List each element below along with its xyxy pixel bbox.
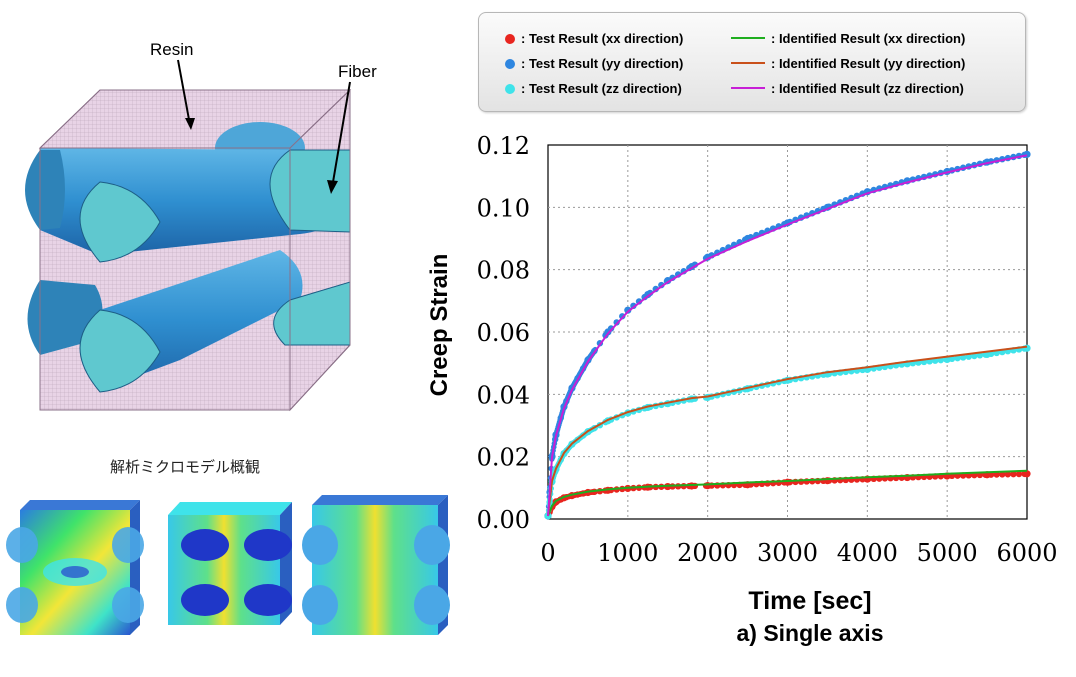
- y-tick-label: 0.04: [477, 381, 530, 409]
- chart-subcaption: a) Single axis: [736, 620, 884, 646]
- cyan-dot-icon: [505, 84, 515, 94]
- resin-arrow: [177, 59, 191, 126]
- marker-test-result-zz-direction: [959, 354, 967, 361]
- y-tick-label: 0.06: [477, 319, 530, 347]
- y-tick-label: 0.10: [477, 194, 530, 222]
- x-axis-label: Time [sec]: [748, 587, 872, 615]
- marker-test-result-xx-direction: [1021, 470, 1028, 478]
- marker-test-result-xx-direction: [1015, 470, 1023, 478]
- y-tick-label: 0.02: [477, 444, 530, 472]
- y-tick-label: 0.12: [477, 132, 530, 160]
- legend-item-identified-xx: : Identified Result (xx direction): [731, 31, 965, 46]
- x-tick-label: 0: [540, 539, 555, 567]
- unit-cell-box: [25, 88, 352, 412]
- marker-test-result-xx-direction: [1004, 471, 1012, 478]
- marker-test-result-zz-direction: [965, 353, 972, 360]
- marker-test-result-zz-direction: [976, 352, 984, 359]
- red-dot-icon: [505, 34, 515, 44]
- contour-cube-3: [302, 495, 450, 635]
- x-tick-label: 4000: [837, 539, 898, 567]
- line-identified-result-xx-direction: [547, 469, 1028, 517]
- purple-line-icon: [731, 87, 765, 89]
- y-tick-label: 0.00: [477, 506, 530, 534]
- x-tick-label: 5000: [917, 539, 978, 567]
- legend-item-test-zz: : Test Result (zz direction): [505, 81, 682, 96]
- orange-line-icon: [731, 62, 765, 64]
- x-tick-label: 1000: [597, 539, 658, 567]
- fiber-arrow: [331, 81, 351, 189]
- y-axis-label: Creep Strain: [426, 253, 453, 397]
- line-identified-result-yy-direction: [547, 345, 1028, 517]
- micro-model-illustration: [6, 59, 450, 635]
- legend-item-identified-yy: : Identified Result (yy direction): [731, 56, 965, 71]
- marker-test-result-zz-direction: [982, 351, 989, 358]
- marker-test-result-zz-direction: [971, 352, 978, 360]
- marker-test-result-zz-direction: [954, 354, 961, 362]
- blue-dot-icon: [505, 59, 515, 69]
- x-tick-label: 3000: [757, 539, 818, 567]
- marker-test-result-yy-direction: [624, 306, 632, 314]
- x-tick-label: 6000: [996, 539, 1057, 567]
- marker-test-result-zz-direction: [943, 356, 950, 363]
- legend-item-test-yy: : Test Result (yy direction): [505, 56, 683, 71]
- green-line-icon: [731, 37, 765, 39]
- model-caption: 解析ミクロモデル概観: [109, 458, 260, 476]
- resin-label: Resin: [150, 40, 194, 59]
- contour-cube-2: [168, 502, 292, 625]
- line-identified-result-zz-direction: [547, 154, 1028, 516]
- fiber-label: Fiber: [338, 62, 377, 81]
- contour-cube-1: [6, 500, 144, 635]
- chart-legend: : Test Result (xx direction) : Test Resu…: [478, 12, 1026, 112]
- marker-test-result-zz-direction: [948, 355, 956, 363]
- y-tick-label: 0.08: [477, 257, 530, 285]
- legend-item-test-xx: : Test Result (xx direction): [505, 31, 683, 46]
- marker-test-result-xx-direction: [999, 471, 1006, 478]
- legend-item-identified-zz: : Identified Result (zz direction): [731, 81, 964, 96]
- x-tick-label: 2000: [677, 539, 738, 567]
- marker-test-result-xx-direction: [1010, 470, 1017, 478]
